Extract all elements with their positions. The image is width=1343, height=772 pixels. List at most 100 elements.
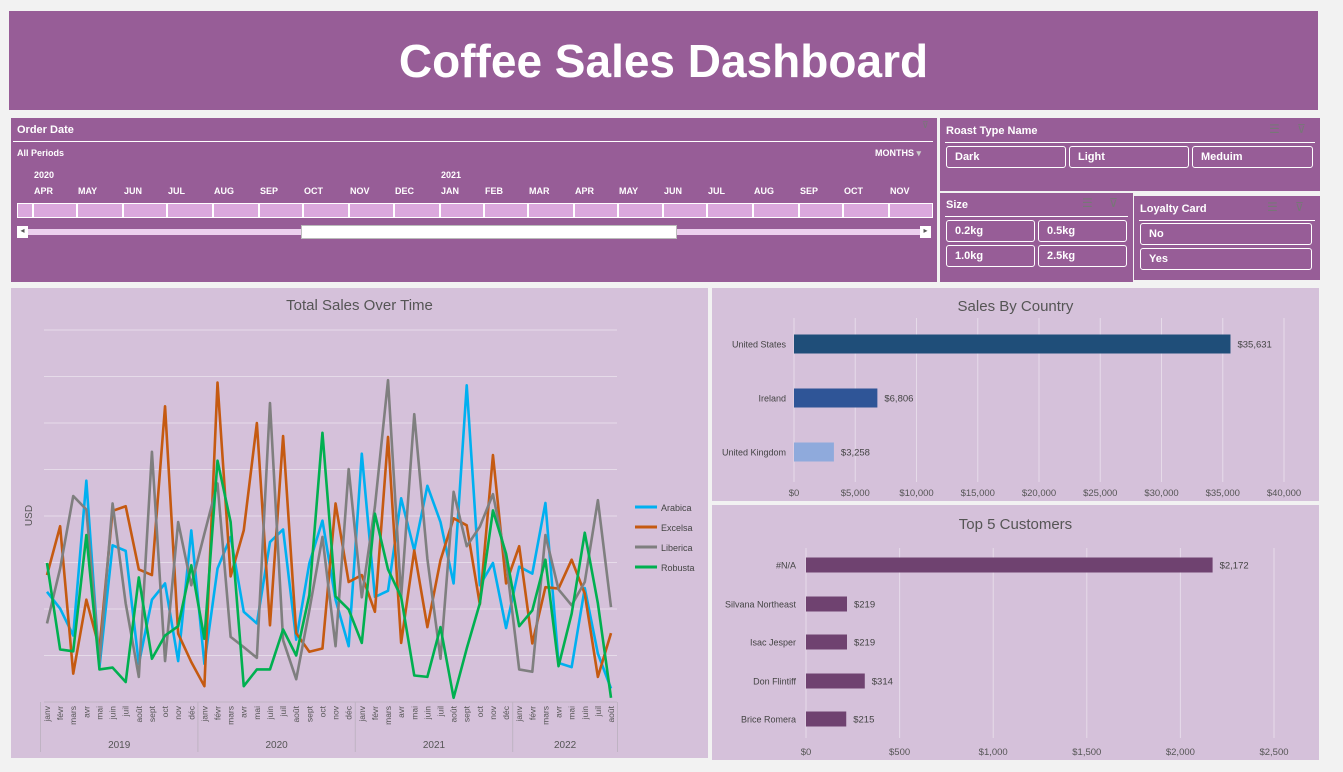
timeline-month-cell[interactable] bbox=[167, 203, 213, 218]
timeline-month-cell[interactable] bbox=[484, 203, 528, 218]
size-0.2kg[interactable]: 0.2kg bbox=[946, 220, 1035, 242]
category-label: Don Flintiff bbox=[753, 677, 796, 687]
timeline-month-cell[interactable] bbox=[77, 203, 123, 218]
multi-select-icon[interactable]: ☰ bbox=[1082, 196, 1093, 210]
x-tick-label: nov bbox=[488, 705, 498, 719]
x-tick-label: févr bbox=[55, 706, 65, 720]
size-0.5kg[interactable]: 0.5kg bbox=[1038, 220, 1127, 242]
timeline-month-cell[interactable] bbox=[663, 203, 707, 218]
x-tick-label: mars bbox=[68, 706, 78, 725]
clear-filter-icon[interactable]: ⊽ bbox=[1297, 122, 1306, 136]
bar-silvana-northeast bbox=[806, 596, 847, 612]
x-tick-label: mars bbox=[226, 706, 236, 725]
size-2.5kg[interactable]: 2.5kg bbox=[1038, 245, 1127, 267]
timeline-month-label: SEP bbox=[800, 186, 819, 196]
loyalty-card-slicer bbox=[1134, 196, 1320, 280]
roast-dark[interactable]: Dark bbox=[946, 146, 1066, 168]
roast-light[interactable]: Light bbox=[1069, 146, 1189, 168]
timeline-month-label: NOV bbox=[350, 186, 370, 196]
timeline-month-cell[interactable] bbox=[799, 203, 843, 218]
bar-ireland bbox=[794, 388, 878, 408]
x-tick-label: janv bbox=[357, 705, 367, 722]
timeline-level-dropdown[interactable]: MONTHS ▾ bbox=[875, 148, 921, 159]
x-tick-label: août bbox=[291, 705, 301, 722]
timeline-month-label: JUN bbox=[124, 186, 143, 196]
timeline-month-label: NOV bbox=[890, 186, 910, 196]
order-date-timeline[interactable] bbox=[11, 118, 937, 282]
timeline-month-cell[interactable] bbox=[17, 203, 33, 218]
multi-select-icon[interactable]: ☰ bbox=[1267, 200, 1278, 214]
x-tick-label: févr bbox=[527, 706, 537, 720]
x-tick-label: $0 bbox=[789, 488, 800, 499]
timeline-month-cell[interactable] bbox=[349, 203, 394, 218]
x-tick-label: mai bbox=[252, 706, 262, 720]
timeline-month-cell[interactable] bbox=[753, 203, 799, 218]
x-tick-label: $35,000 bbox=[1206, 488, 1240, 499]
timeline-month-label: DEC bbox=[395, 186, 415, 196]
x-tick-label: $1,000 bbox=[979, 747, 1008, 758]
x-tick-label: juin bbox=[422, 706, 432, 721]
x-tick-label: sept bbox=[304, 705, 314, 722]
timeline-month-cell[interactable] bbox=[707, 203, 753, 218]
timeline-month-cell[interactable] bbox=[574, 203, 618, 218]
timeline-period: All Periods bbox=[17, 148, 65, 158]
data-label: $219 bbox=[854, 638, 875, 649]
x-tick-label: $25,000 bbox=[1083, 488, 1117, 499]
x-tick-label: $10,000 bbox=[899, 488, 933, 499]
timeline-month-cell[interactable] bbox=[618, 203, 663, 218]
scroll-thumb[interactable] bbox=[301, 225, 677, 239]
year-label: 2021 bbox=[423, 740, 446, 751]
timeline-month-label: JAN bbox=[441, 186, 460, 196]
timeline-month-cell[interactable] bbox=[528, 203, 574, 218]
x-tick-label: janv bbox=[42, 705, 52, 722]
series-line-robusta bbox=[45, 431, 613, 700]
timeline-month-cell[interactable] bbox=[394, 203, 440, 218]
clear-filter-icon[interactable]: ⊽ bbox=[1109, 196, 1118, 210]
x-tick-label: nov bbox=[331, 705, 341, 719]
size-1.0kg[interactable]: 1.0kg bbox=[946, 245, 1035, 267]
timeline-month-label: FEB bbox=[485, 186, 503, 196]
bar-don-flintiff bbox=[806, 673, 865, 689]
timeline-month-label: MAY bbox=[78, 186, 98, 196]
roast-medium[interactable]: Meduim bbox=[1192, 146, 1313, 168]
year-label: 2020 bbox=[265, 740, 288, 751]
category-label: Silvana Northeast bbox=[725, 600, 797, 610]
legend-label: Excelsa bbox=[661, 523, 693, 533]
x-tick-label: juil bbox=[278, 706, 288, 718]
timeline-year: 2020 bbox=[34, 170, 55, 180]
category-label: #N/A bbox=[776, 561, 796, 571]
clear-filter-icon[interactable]: ⊽ bbox=[1295, 200, 1304, 214]
x-tick-label: $2,000 bbox=[1166, 747, 1195, 758]
x-tick-label: oct bbox=[160, 705, 170, 717]
x-tick-label: sept bbox=[147, 705, 157, 722]
clear-filter-icon[interactable]: ⊽ bbox=[922, 120, 929, 130]
x-tick-label: déc bbox=[501, 705, 511, 719]
timeline-month-label: JUN bbox=[664, 186, 683, 196]
scroll-left-button[interactable]: ◂ bbox=[17, 226, 28, 238]
loyalty-yes[interactable]: Yes bbox=[1140, 248, 1312, 270]
timeline-month-cell[interactable] bbox=[213, 203, 259, 218]
timeline-month-cell[interactable] bbox=[123, 203, 167, 218]
multi-select-icon[interactable]: ☰ bbox=[1269, 122, 1280, 136]
x-tick-label: juin bbox=[580, 706, 590, 721]
timeline-month-label: JUL bbox=[708, 186, 726, 196]
x-tick-label: mars bbox=[540, 706, 550, 725]
x-tick-label: $20,000 bbox=[1022, 488, 1056, 499]
timeline-month-cell[interactable] bbox=[303, 203, 349, 218]
x-tick-label: janv bbox=[514, 705, 524, 722]
loyalty-slicer-header: Loyalty Card bbox=[1140, 203, 1207, 215]
timeline-month-cell[interactable] bbox=[33, 203, 77, 218]
loyalty-no[interactable]: No bbox=[1140, 223, 1312, 245]
year-label: 2019 bbox=[108, 740, 131, 751]
timeline-month-cell[interactable] bbox=[259, 203, 303, 218]
timeline-month-cell[interactable] bbox=[440, 203, 484, 218]
x-tick-label: juin bbox=[108, 706, 118, 721]
timeline-month-cell[interactable] bbox=[889, 203, 933, 218]
x-tick-label: $30,000 bbox=[1144, 488, 1178, 499]
x-tick-label: déc bbox=[344, 705, 354, 719]
timeline-month-label: APR bbox=[34, 186, 54, 196]
x-tick-label: juin bbox=[265, 706, 275, 721]
scroll-right-button[interactable]: ▸ bbox=[920, 226, 931, 238]
timeline-month-cell[interactable] bbox=[843, 203, 889, 218]
